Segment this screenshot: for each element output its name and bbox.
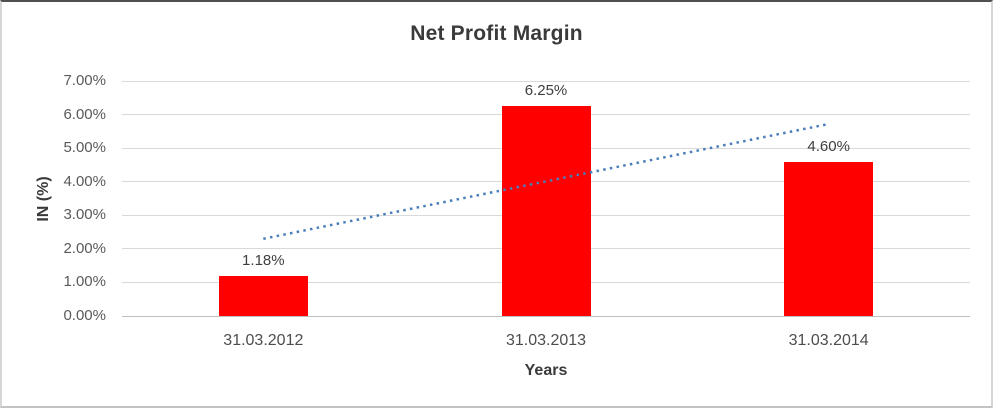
bar-31.03.2012 xyxy=(218,276,308,316)
data-label: 6.25% xyxy=(524,82,568,100)
bar-31.03.2014 xyxy=(784,161,874,316)
y-tick-label: 4.00% xyxy=(63,172,106,190)
y-tick-label: 0.00% xyxy=(63,307,106,324)
chart-title: Net Profit Margin xyxy=(410,22,583,45)
data-label: 4.60% xyxy=(807,137,850,155)
y-tick-label: 2.00% xyxy=(63,239,106,257)
data-label: 1.18% xyxy=(242,252,285,270)
x-axis-line xyxy=(122,315,970,317)
x-category-label: 31.03.2013 xyxy=(505,332,587,349)
y-tick-label: 3.00% xyxy=(63,206,106,224)
y-tick-label: 1.00% xyxy=(63,273,106,291)
y-tick-label: 7.00% xyxy=(63,72,106,89)
x-category-label: 31.03.2014 xyxy=(788,332,869,349)
trendline-dotted-line xyxy=(263,122,829,241)
y-tick-label: 6.00% xyxy=(63,105,106,123)
gridline xyxy=(122,80,970,82)
plot-area: 1.18% 6.25% 4.60% xyxy=(122,80,970,317)
y-axis-title: IN (%) xyxy=(35,176,52,222)
trendline xyxy=(263,122,829,241)
x-axis-title: Years xyxy=(524,362,568,379)
y-tick-label: 5.00% xyxy=(63,139,106,157)
bar-31.03.2013 xyxy=(501,106,591,316)
x-category-label: 31.03.2012 xyxy=(223,332,304,349)
